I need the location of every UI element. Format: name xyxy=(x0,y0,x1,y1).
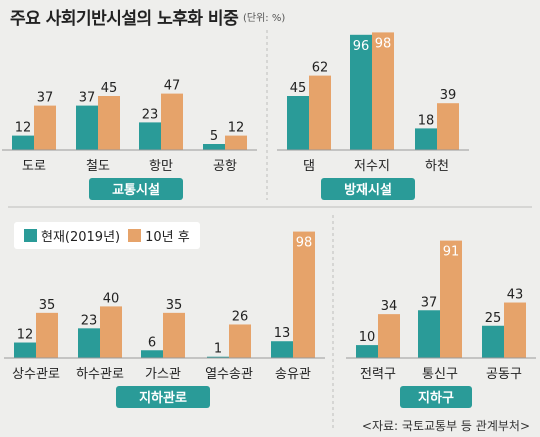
group-label-box xyxy=(321,178,415,200)
bar-current xyxy=(350,34,372,150)
data-label-current: 23 xyxy=(142,107,159,122)
chart-title: 주요 사회기반시설의 노후화 비중 xyxy=(10,9,239,29)
data-label-current: 10 xyxy=(359,330,376,345)
bar-future xyxy=(504,302,526,358)
bar-current xyxy=(78,328,100,358)
legend-label-current: 현재(2019년) xyxy=(41,230,121,245)
data-label-future: 98 xyxy=(375,36,392,51)
source-note: <자료: 국토교통부 등 관계부처> xyxy=(361,419,530,433)
bar-current xyxy=(418,310,440,358)
data-label-current: 45 xyxy=(290,81,307,96)
bar-future xyxy=(229,324,251,358)
data-label-future: 37 xyxy=(37,91,54,106)
data-label-future: 62 xyxy=(312,61,329,76)
bar-current xyxy=(271,341,293,358)
group-label: 지하구 xyxy=(418,390,454,406)
data-label-current: 12 xyxy=(15,121,32,136)
data-label-current: 6 xyxy=(148,335,156,350)
bar-future xyxy=(34,105,56,150)
category-label: 철도 xyxy=(86,159,110,174)
bar-future xyxy=(293,231,315,358)
bar-current xyxy=(139,122,161,150)
bar-current xyxy=(207,356,229,358)
group-label-box xyxy=(400,386,472,408)
data-label-current: 37 xyxy=(421,295,438,310)
category-label: 통신구 xyxy=(422,367,458,382)
bar-future xyxy=(440,240,462,358)
category-label: 하천 xyxy=(425,159,449,174)
bar-current xyxy=(203,144,225,150)
legend-item-current: 현재(2019년) xyxy=(24,226,120,245)
data-label-future: 45 xyxy=(101,81,118,96)
category-label: 공항 xyxy=(213,159,237,174)
data-label-current: 5 xyxy=(210,129,218,144)
bar-current xyxy=(76,105,98,150)
bar-future xyxy=(309,75,331,150)
legend-swatch-current xyxy=(24,229,37,242)
data-label-current: 37 xyxy=(79,91,96,106)
category-label: 공동구 xyxy=(486,367,522,382)
bar-future xyxy=(161,93,183,150)
group-label-box xyxy=(89,178,183,200)
category-label: 전력구 xyxy=(360,367,396,382)
bar-current xyxy=(287,96,309,150)
unit-label: (단위: %) xyxy=(243,13,286,24)
category-label: 하수관로 xyxy=(76,367,124,382)
data-label-current: 96 xyxy=(353,39,370,54)
category-label: 가스관 xyxy=(145,367,181,382)
category-label: 송유관 xyxy=(275,367,311,382)
group-label: 방재시설 xyxy=(344,182,392,198)
bar-current xyxy=(415,128,437,150)
bar-future xyxy=(36,312,58,358)
data-label-current: 18 xyxy=(418,113,435,128)
bar-future xyxy=(437,103,459,150)
legend-label-future: 10년 후 xyxy=(145,230,190,245)
category-label: 저수지 xyxy=(354,159,390,174)
data-label-current: 25 xyxy=(485,311,502,326)
group-label: 교통시설 xyxy=(112,183,160,198)
data-label-current: 1 xyxy=(214,342,222,357)
bar-current xyxy=(141,350,163,358)
data-label-future: 39 xyxy=(440,88,457,103)
bar-future xyxy=(372,32,394,150)
data-label-future: 40 xyxy=(103,291,120,306)
group-label: 지하관로 xyxy=(139,390,187,406)
bar-future xyxy=(225,135,247,150)
bar-current xyxy=(356,345,378,358)
category-label: 도로 xyxy=(22,159,46,174)
category-label: 상수관로 xyxy=(12,367,60,382)
category-label: 열수송관 xyxy=(205,367,253,382)
data-label-current: 12 xyxy=(17,328,34,343)
data-label-future: 26 xyxy=(232,309,249,324)
data-label-current: 13 xyxy=(274,326,291,341)
category-label: 댐 xyxy=(303,159,315,174)
bar-current xyxy=(14,342,36,358)
category-label: 항만 xyxy=(149,159,173,174)
data-label-future: 35 xyxy=(39,298,56,313)
bar-future xyxy=(163,312,185,358)
data-label-future: 35 xyxy=(166,298,183,313)
data-label-future: 43 xyxy=(507,288,524,303)
data-label-future: 98 xyxy=(296,236,313,251)
legend: 현재(2019년) 10년 후 xyxy=(14,222,200,249)
group-label-box xyxy=(116,386,210,408)
data-label-current: 23 xyxy=(81,313,98,328)
data-label-future: 12 xyxy=(228,121,245,136)
bar-current xyxy=(12,135,34,150)
data-label-future: 47 xyxy=(164,79,181,94)
bar-current xyxy=(482,325,504,358)
data-label-future: 91 xyxy=(443,245,460,260)
data-label-future: 34 xyxy=(381,299,398,314)
bar-future xyxy=(98,96,120,150)
bar-future xyxy=(378,314,400,358)
bar-future xyxy=(100,306,122,358)
legend-item-future: 10년 후 xyxy=(128,226,190,245)
legend-swatch-future xyxy=(128,229,142,242)
